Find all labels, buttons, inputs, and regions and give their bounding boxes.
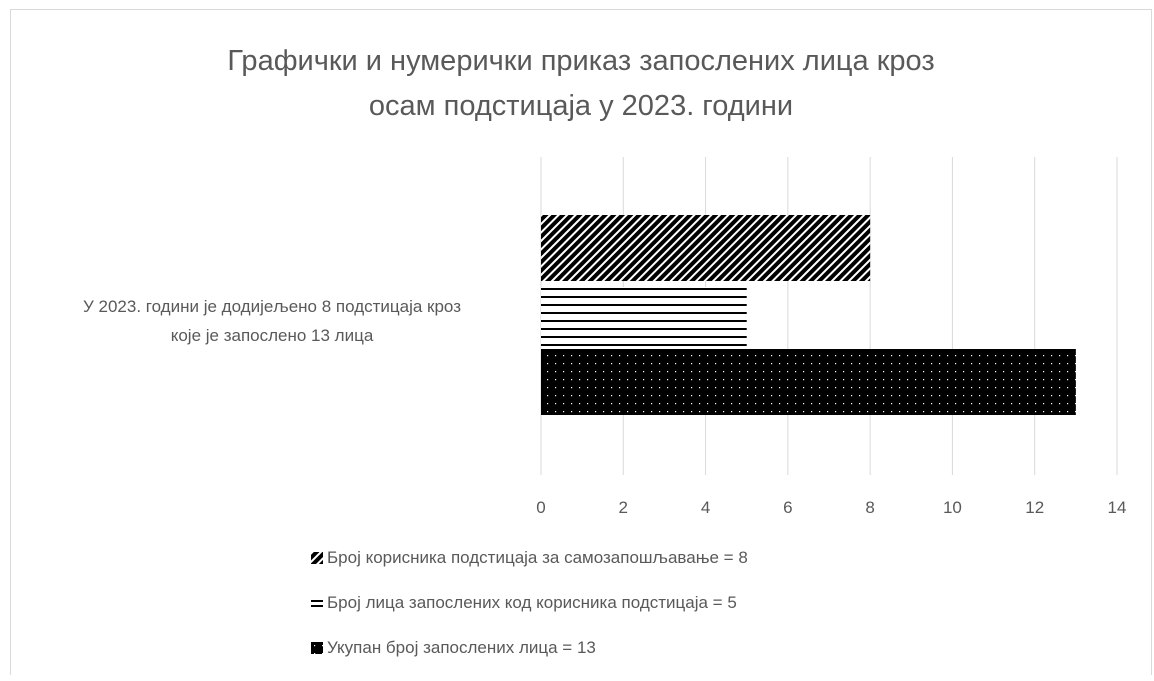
- x-axis-ticks: 0 2 4 6 8 10 12 14: [536, 498, 1126, 517]
- legend-swatch-diagonal-icon: [311, 552, 323, 564]
- legend-item-diagonal: Број корисника подстицаја за самозапошља…: [311, 546, 748, 570]
- x-tick-label: 10: [943, 498, 962, 517]
- bar-horizontal: [541, 287, 747, 351]
- legend-label-employed-at-beneficiaries: Број лица запослених код корисника подст…: [327, 593, 737, 613]
- bar-diagonal: [541, 215, 870, 281]
- chart-title-line2: осам подстицаја у 2023. години: [369, 90, 793, 122]
- bars: [541, 215, 1076, 415]
- x-tick-label: 0: [536, 498, 545, 517]
- x-tick-label: 12: [1025, 498, 1044, 517]
- x-tick-label: 8: [865, 498, 874, 517]
- x-tick-label: 6: [783, 498, 792, 517]
- bar-dots: [541, 349, 1076, 415]
- legend-item-horizontal: Број лица запослених код корисника подст…: [311, 591, 748, 615]
- legend-label-self-employment: Број корисника подстицаја за самозапошља…: [327, 548, 748, 568]
- legend-swatch-dots-icon: [311, 642, 323, 654]
- legend-item-dots: Укупан број запослених лица = 13: [311, 636, 748, 660]
- legend-label-total-employed: Укупан број запослених лица = 13: [327, 638, 596, 658]
- legend: Број корисника подстицаја за самозапошља…: [311, 546, 748, 681]
- x-tick-label: 14: [1108, 498, 1127, 517]
- category-label-line2: које је запослено 13 лица: [171, 326, 374, 345]
- x-tick-label: 4: [701, 498, 710, 517]
- legend-swatch-horizontal-icon: [311, 597, 323, 609]
- category-label-line1: У 2023. години је додијељено 8 подстицај…: [83, 297, 461, 316]
- x-tick-label: 2: [619, 498, 628, 517]
- chart-title-line1: Графички и нумерички приказ запослених л…: [227, 45, 934, 77]
